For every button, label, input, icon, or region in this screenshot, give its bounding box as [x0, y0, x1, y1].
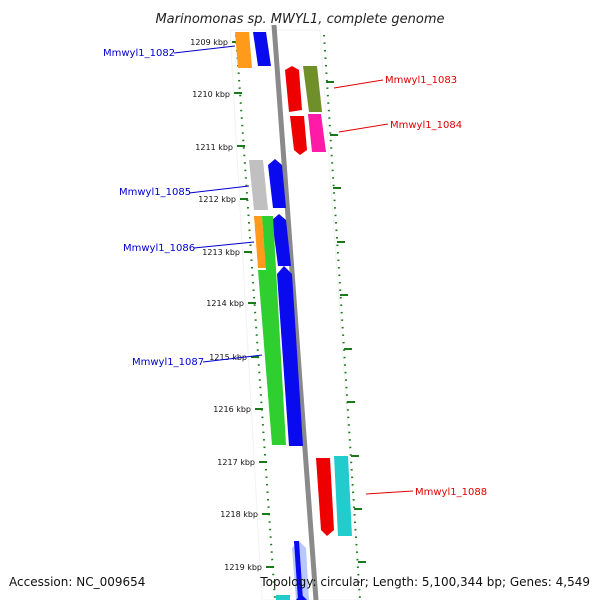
gene-label-1084[interactable]: Mmwyl1_1084 [390, 120, 462, 131]
gene-1084-red[interactable] [290, 116, 307, 155]
tick-label-1219: 1219 kbp [224, 563, 262, 572]
leader-1082 [173, 45, 236, 54]
tick-label-1217: 1217 kbp [217, 458, 255, 467]
gene-label-1083[interactable]: Mmwyl1_1083 [385, 75, 457, 86]
leader-1083 [333, 79, 384, 89]
gene-label-1085[interactable]: Mmwyl1_1085 [119, 187, 191, 198]
tick-label-1214: 1214 kbp [206, 299, 244, 308]
gene-1082-orange[interactable] [235, 32, 252, 68]
tick-label-1210: 1210 kbp [192, 90, 230, 99]
map-title: Marinomonas sp. MWYL1, complete genome [155, 12, 444, 27]
gene-1088-red[interactable] [316, 458, 334, 536]
gene-1087-blue[interactable] [277, 266, 303, 446]
gene-1082-blue[interactable] [253, 32, 271, 66]
tick-label-1218: 1218 kbp [220, 510, 258, 519]
tick-label-1213: 1213 kbp [202, 248, 240, 257]
gene-label-1082[interactable]: Mmwyl1_1082 [103, 48, 175, 59]
backbone-line [271, 24, 319, 600]
tick-label-1215: 1215 kbp [209, 353, 247, 362]
gene-1086-blue[interactable] [272, 214, 291, 266]
accession-text: Accession: NC_009654 [9, 575, 145, 589]
gene-label-1088[interactable]: Mmwyl1_1088 [415, 487, 487, 498]
tick-label-1209: 1209 kbp [190, 38, 228, 47]
gene-1083-red[interactable] [285, 66, 302, 112]
leader-1085 [188, 185, 250, 194]
gene-1087-green[interactable] [258, 216, 286, 445]
gene-label-1087[interactable]: Mmwyl1_1087 [132, 357, 204, 368]
leader-1088 [365, 490, 414, 495]
leader-1087 [202, 354, 263, 363]
gene-label-1086[interactable]: Mmwyl1_1086 [123, 243, 195, 254]
gene-1083-olive[interactable] [303, 66, 322, 112]
gene-partial-blue[interactable] [294, 541, 303, 600]
tick-label-1211: 1211 kbp [195, 143, 233, 152]
gene-partial-blue-2[interactable] [296, 594, 307, 600]
left-ticks [232, 41, 274, 568]
topology-text: Topology: circular; Length: 5,100,344 bp… [259, 575, 590, 589]
gene-partial-cyan[interactable] [276, 595, 290, 600]
gene-1085-blue[interactable] [268, 159, 286, 208]
gene-1088-cyan[interactable] [334, 456, 352, 536]
gene-1085-gray[interactable] [249, 160, 268, 210]
gene-1084-magenta[interactable] [308, 114, 326, 152]
tick-label-1212: 1212 kbp [198, 195, 236, 204]
leader-1084 [338, 123, 389, 133]
leader-1086 [193, 241, 255, 249]
tick-label-1216: 1216 kbp [213, 405, 251, 414]
right-ticks [326, 81, 366, 563]
